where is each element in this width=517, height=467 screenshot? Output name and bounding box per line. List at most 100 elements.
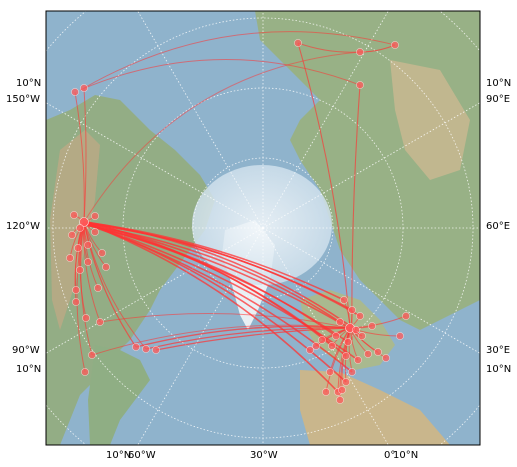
airport-marker	[322, 388, 330, 396]
left-label-10n-bottom: 10°N	[16, 364, 42, 375]
airport-marker	[318, 336, 326, 344]
route-line	[85, 221, 357, 331]
route-line	[83, 31, 396, 89]
meridian-line	[137, 11, 264, 229]
airport-marker	[88, 351, 96, 359]
bottom-label-0: 0°	[384, 450, 396, 461]
airport-marker	[84, 241, 92, 249]
airport-marker	[396, 332, 404, 340]
left-label-120w: 120°W	[6, 221, 40, 232]
airport-marker	[82, 314, 90, 322]
meridian-line	[137, 227, 264, 445]
meridian-line	[262, 227, 480, 354]
airport-marker	[71, 88, 79, 96]
map-frame	[45, 10, 481, 446]
route-line	[91, 324, 351, 356]
right-label-60e: 60°E	[486, 221, 511, 232]
airport-marker	[344, 338, 352, 346]
airport-marker	[358, 332, 366, 340]
route-line	[76, 221, 86, 373]
airport-marker	[356, 312, 364, 320]
route-line	[83, 87, 87, 223]
airport-marker	[336, 318, 344, 326]
airport-marker	[338, 386, 346, 394]
airport-marker	[84, 258, 92, 266]
airport-marker	[66, 254, 74, 262]
meridian-line	[262, 11, 389, 229]
airport-marker	[340, 296, 348, 304]
right-label-10n-bottom: 10°N	[486, 364, 512, 375]
airport-marker	[96, 318, 104, 326]
airport-marker	[352, 326, 360, 334]
route-line	[79, 59, 361, 91]
airport-marker	[354, 356, 362, 364]
airport-marker	[80, 84, 88, 92]
route-line	[85, 224, 337, 337]
airport-marker	[356, 81, 364, 89]
airport-marker	[74, 244, 82, 252]
left-label-90w: 90°W	[12, 345, 40, 356]
route-line	[297, 42, 361, 53]
right-label-10n-top: 10°N	[486, 78, 512, 89]
airport-marker	[142, 345, 150, 353]
airport-marker	[91, 228, 99, 236]
route-line	[83, 221, 347, 383]
airport-marker	[102, 263, 110, 271]
route-line	[145, 327, 351, 350]
airport-marker	[72, 286, 80, 294]
airport-marker	[312, 342, 320, 350]
route-line	[87, 223, 361, 317]
airport-marker	[356, 48, 364, 56]
meridian-line	[262, 102, 480, 229]
airport-marker	[332, 332, 340, 340]
airport-marker	[382, 354, 390, 362]
airport-marker	[336, 396, 344, 404]
airport-marker	[152, 346, 160, 354]
airport-marker	[94, 284, 102, 292]
airport-markers	[66, 39, 410, 404]
route-line	[83, 221, 99, 289]
left-label-10n-top: 10°N	[16, 78, 42, 89]
airport-marker	[342, 378, 350, 386]
route-line	[297, 42, 351, 329]
airport-marker	[98, 249, 106, 257]
meridian-line	[46, 102, 264, 229]
bottom-label-10n-right: 10°N	[393, 450, 419, 461]
airport-marker	[348, 306, 356, 314]
airport-marker	[91, 212, 99, 220]
bottom-label-10n-left: 10°N	[106, 450, 132, 461]
right-label-30e: 30°E	[486, 345, 511, 356]
route-line	[83, 221, 147, 350]
central-america-landmass	[88, 345, 150, 445]
airport-marker	[328, 342, 336, 350]
left-label-150w: 150°W	[6, 94, 40, 105]
airport-marker	[348, 368, 356, 376]
route-line	[74, 91, 85, 223]
airport-marker	[368, 322, 376, 330]
airport-marker	[391, 41, 399, 49]
bottom-label-30w: 30°W	[250, 450, 278, 461]
hub-marker	[79, 217, 89, 227]
airport-marker	[326, 368, 334, 376]
meridian-line	[262, 227, 389, 445]
airport-marker	[76, 224, 84, 232]
airport-marker	[402, 312, 410, 320]
route-line	[85, 222, 339, 393]
route-line	[85, 223, 359, 361]
route-line	[83, 51, 361, 223]
airport-marker	[76, 266, 84, 274]
route-line	[99, 313, 351, 329]
airport-marker	[68, 231, 76, 239]
arctic-ice	[192, 165, 332, 285]
airport-marker	[342, 352, 350, 360]
airport-marker	[72, 298, 80, 306]
bottom-label-60w: 60°W	[128, 450, 156, 461]
airport-marker	[374, 348, 382, 356]
airport-marker	[70, 211, 78, 219]
airport-marker	[81, 368, 89, 376]
right-label-90e: 90°E	[486, 94, 511, 105]
route-line	[135, 325, 351, 348]
airport-marker	[364, 350, 372, 358]
route-line	[155, 327, 351, 351]
airport-marker	[132, 343, 140, 351]
